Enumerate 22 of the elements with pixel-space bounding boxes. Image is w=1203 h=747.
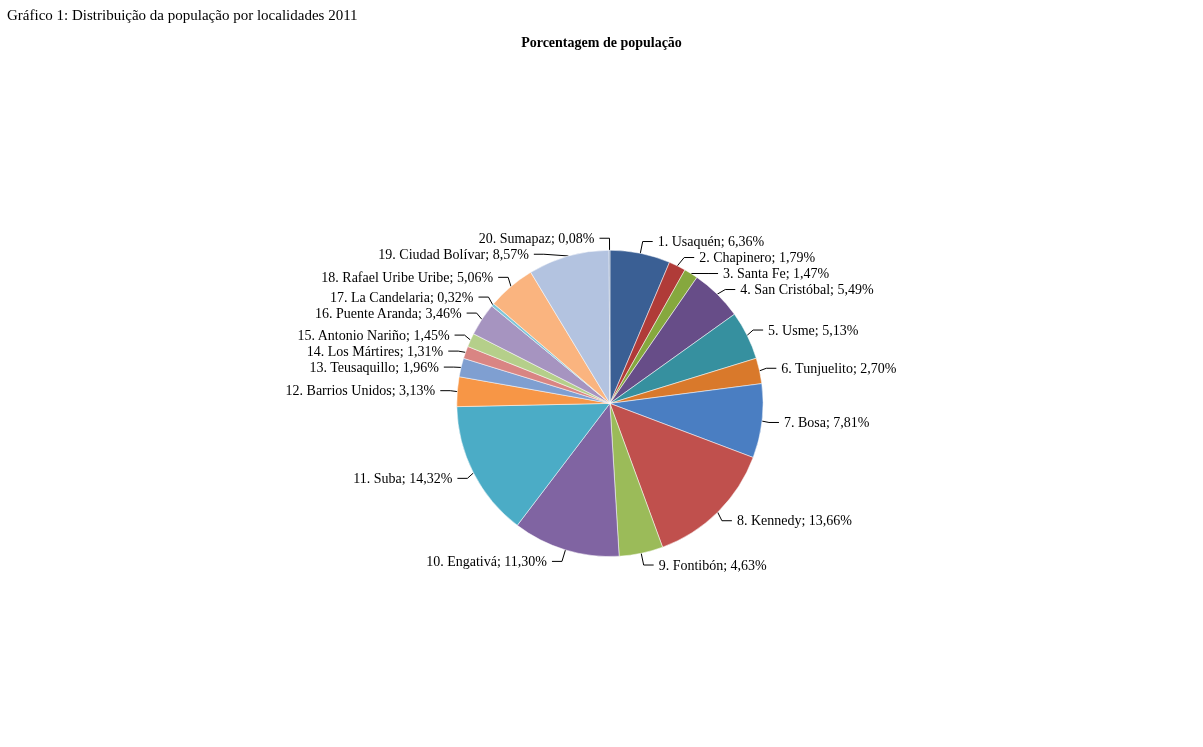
slice-label: 16. Puente Aranda; 3,46%: [315, 305, 462, 321]
slice-label: 10. Engativá; 11,30%: [426, 553, 548, 569]
slice-label: 18. Rafael Uribe Uribe; 5,06%: [321, 269, 494, 285]
slice-label: 3. Santa Fe; 1,47%: [723, 266, 830, 282]
slice-label: 15. Antonio Nariño; 1,45%: [297, 327, 450, 343]
slice-label: 13. Teusaquillo; 1,96%: [309, 359, 440, 375]
slice-label: 17. La Candelaria; 0,32%: [330, 289, 474, 305]
slice-label: 1. Usaquén; 6,36%: [657, 234, 765, 250]
slice-label: 12. Barrios Unidos; 3,13%: [285, 383, 436, 399]
slice-label: 9. Fontibón; 4,63%: [658, 557, 768, 573]
slice-label: 4. San Cristóbal; 5,49%: [740, 282, 874, 298]
slice-label: 6. Tunjuelito; 2,70%: [781, 360, 897, 376]
chart-title: Gráfico 1: Distribuição da população por localidades 2011: [7, 6, 358, 23]
slice-label: 20. Sumapaz; 0,08%: [478, 230, 595, 246]
slice-label: 8. Kennedy; 13,66%: [736, 513, 853, 529]
slice-label: 7. Bosa; 7,81%: [783, 414, 870, 430]
chart-subtitle: Porcentagem de população: [521, 34, 682, 50]
slice-label: 11. Suba; 14,32%: [353, 470, 453, 486]
slice-label: 5. Usme; 5,13%: [768, 322, 859, 338]
slice-label: 2. Chapinero; 1,79%: [699, 250, 816, 266]
slice-label: 19. Ciudad Bolívar; 8,57%: [378, 246, 530, 262]
slice-label: 14. Los Mártires; 1,31%: [306, 343, 444, 359]
